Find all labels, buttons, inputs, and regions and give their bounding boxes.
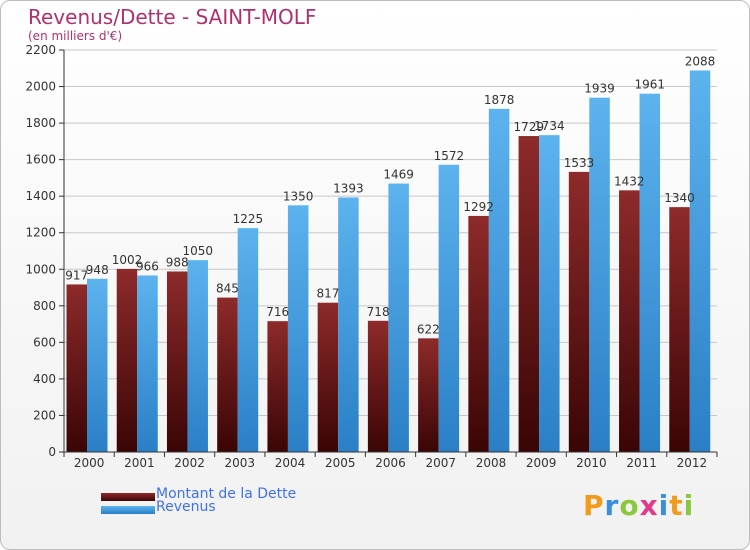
x-tick-label: 2006	[375, 456, 406, 470]
chart-title: Revenus/Dette - SAINT-MOLF	[28, 5, 317, 29]
bar-revenus	[137, 275, 158, 452]
bar-debt	[367, 320, 389, 452]
bar-debt	[669, 207, 690, 452]
value-label: 917	[65, 268, 88, 282]
x-tick-label: 2000	[74, 456, 105, 470]
legend-swatch-debt	[101, 493, 155, 501]
value-label: 1350	[283, 189, 314, 203]
value-label: 716	[266, 305, 289, 319]
x-tick-label: 2001	[124, 456, 155, 470]
bar-debt	[317, 302, 339, 452]
value-label: 2088	[685, 54, 716, 68]
x-tick-label: 2011	[626, 456, 657, 470]
logo-letter: r	[604, 489, 620, 522]
value-label: 1734	[534, 119, 565, 133]
bar-debt	[568, 171, 590, 452]
value-label: 1050	[182, 244, 213, 258]
bar-revenus	[689, 70, 711, 452]
bar-revenus	[338, 197, 359, 452]
x-tick-label: 2004	[275, 456, 306, 470]
x-tick-label: 2012	[677, 456, 708, 470]
logo-letter: P	[583, 489, 605, 522]
x-tick-label: 2007	[425, 456, 456, 470]
value-label: 622	[417, 322, 440, 336]
bar-debt	[418, 338, 439, 452]
logo-letter: t	[669, 489, 684, 522]
bar-debt	[217, 297, 238, 452]
value-label: 1878	[484, 93, 515, 107]
bar-revenus	[87, 278, 108, 452]
logo-letter: i	[658, 489, 670, 522]
value-label: 1002	[112, 253, 143, 267]
value-label: 1572	[434, 149, 465, 163]
value-label: 817	[316, 287, 339, 301]
value-label: 966	[136, 259, 159, 273]
y-tick-label: 400	[33, 372, 56, 386]
bar-revenus	[388, 183, 409, 452]
chart-subtitle: (en milliers d'€)	[28, 29, 123, 43]
logo-letter: i	[683, 489, 695, 522]
value-label: 845	[216, 282, 239, 296]
bar-debt	[518, 136, 540, 452]
y-tick-label: 1200	[25, 226, 56, 240]
x-tick-label: 2005	[325, 456, 356, 470]
legend-label-debt: Montant de la Dette	[156, 486, 297, 502]
bar-debt	[619, 190, 640, 453]
value-label: 718	[367, 305, 390, 319]
bar-debt	[166, 271, 188, 452]
y-tick-label: 2200	[25, 43, 56, 57]
value-label: 1292	[463, 200, 494, 214]
value-label: 1533	[564, 156, 595, 170]
y-tick-label: 1800	[25, 116, 56, 130]
bar-debt	[66, 284, 87, 452]
logo-letter: x	[639, 489, 659, 522]
bar-revenus	[539, 135, 560, 452]
value-label: 1393	[333, 181, 364, 195]
value-label: 948	[86, 263, 109, 277]
y-tick-label: 1000	[25, 262, 56, 276]
x-tick-label: 2009	[526, 456, 557, 470]
bar-debt	[116, 268, 138, 452]
value-label: 1469	[383, 168, 414, 182]
x-tick-label: 2002	[174, 456, 205, 470]
bar-revenus	[287, 205, 309, 452]
value-label: 1225	[233, 212, 264, 226]
value-label: 1939	[584, 82, 615, 96]
bar-debt	[468, 215, 489, 452]
y-tick-label: 1600	[25, 153, 56, 167]
y-tick-label: 200	[33, 408, 56, 422]
y-tick-label: 2000	[25, 80, 56, 94]
y-tick-label: 1400	[25, 189, 56, 203]
bar-revenus	[187, 260, 208, 452]
y-tick-label: 800	[33, 299, 56, 313]
value-label: 1340	[664, 191, 695, 205]
value-label: 1729	[514, 120, 545, 134]
bar-debt	[267, 321, 288, 452]
proxiti-logo: Proxiti	[583, 489, 694, 522]
x-tick-label: 2010	[576, 456, 607, 470]
value-label: 1432	[614, 174, 645, 188]
value-label: 1961	[635, 78, 666, 92]
y-tick-label: 600	[33, 335, 56, 349]
x-tick-label: 2008	[476, 456, 507, 470]
bar-revenus	[639, 93, 661, 453]
bar-revenus	[488, 108, 510, 452]
legend-label-revenus: Revenus	[156, 499, 216, 515]
bar-revenus	[438, 164, 460, 452]
value-label: 988	[166, 255, 189, 269]
legend-swatch-revenus	[101, 506, 155, 514]
bar-revenus	[237, 228, 259, 452]
bar-revenus	[589, 97, 610, 452]
y-tick-label: 0	[48, 445, 56, 459]
x-tick-label: 2003	[225, 456, 256, 470]
logo-letter: o	[619, 489, 640, 522]
